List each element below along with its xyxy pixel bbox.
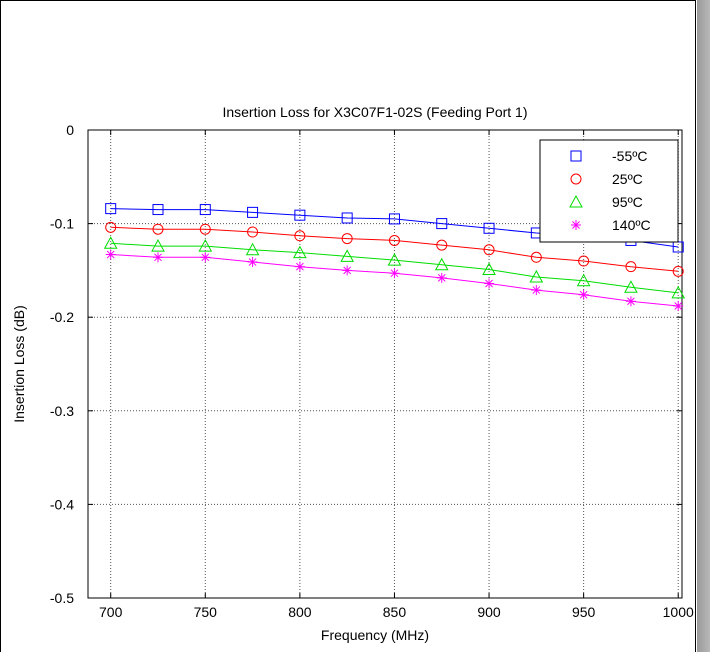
series-line bbox=[110, 226, 679, 272]
series-2 bbox=[103, 236, 686, 299]
legend-label: 25ºC bbox=[612, 171, 643, 187]
legend-label: -55ºC bbox=[612, 148, 647, 164]
square-marker bbox=[105, 203, 117, 215]
x-tick-label: 700 bbox=[99, 604, 123, 620]
circle-marker bbox=[341, 233, 353, 245]
triangle-marker bbox=[569, 194, 583, 208]
star-marker-stroke bbox=[627, 297, 635, 306]
circle-marker bbox=[436, 239, 448, 251]
square-marker bbox=[436, 218, 448, 230]
circle-marker bbox=[578, 255, 590, 267]
circle-marker bbox=[570, 173, 582, 185]
y-tick-label: -0.5 bbox=[50, 590, 74, 606]
circle-marker bbox=[105, 221, 117, 233]
triangle-marker bbox=[293, 245, 307, 259]
star-marker bbox=[673, 300, 684, 311]
triangle-marker bbox=[624, 280, 638, 293]
star-marker-stroke bbox=[343, 266, 352, 275]
star-marker-stroke bbox=[572, 221, 580, 229]
star-marker-stroke bbox=[248, 258, 257, 266]
chart-title: Insertion Loss for X3C07F1-02S (Feeding … bbox=[222, 104, 527, 120]
x-tick-label: 900 bbox=[477, 604, 501, 620]
circle-marker bbox=[483, 244, 495, 256]
triangle-marker bbox=[482, 262, 496, 275]
triangle-marker bbox=[245, 242, 260, 256]
y-tick-label: -0.1 bbox=[50, 216, 74, 232]
circle-marker bbox=[625, 261, 637, 273]
star-marker bbox=[484, 278, 495, 289]
y-tick-label: -0.4 bbox=[50, 496, 74, 512]
legend-label: 140ºC bbox=[612, 217, 651, 233]
circle-marker bbox=[294, 230, 306, 242]
star-marker bbox=[625, 296, 636, 307]
star-marker-stroke bbox=[437, 274, 446, 282]
y-tick-label: 0 bbox=[66, 122, 74, 138]
legend-box bbox=[539, 139, 679, 243]
series-3 bbox=[105, 249, 684, 311]
star-marker-stroke bbox=[296, 262, 304, 271]
x-tick-label: 850 bbox=[383, 604, 407, 620]
circle-marker bbox=[199, 223, 211, 235]
y-axis-label: Insertion Loss (dB) bbox=[11, 305, 27, 423]
star-marker-stroke bbox=[674, 302, 683, 310]
star-marker bbox=[436, 272, 447, 283]
square-marker bbox=[570, 150, 582, 162]
star-marker bbox=[105, 249, 116, 260]
triangle-marker bbox=[340, 249, 355, 262]
circle-marker bbox=[672, 265, 684, 277]
square-marker bbox=[247, 206, 259, 218]
triangle-marker bbox=[198, 239, 213, 252]
star-marker-stroke bbox=[390, 269, 399, 278]
star-marker-stroke bbox=[485, 279, 493, 288]
square-marker bbox=[483, 222, 495, 234]
triangle-marker bbox=[387, 253, 402, 266]
circle-marker bbox=[247, 226, 259, 238]
triangle-marker bbox=[576, 273, 591, 287]
circle-marker bbox=[530, 251, 542, 263]
star-marker bbox=[200, 252, 211, 263]
square-marker bbox=[199, 204, 211, 216]
x-tick-label: 950 bbox=[572, 604, 596, 620]
star-marker bbox=[578, 289, 589, 300]
star-marker-stroke bbox=[532, 286, 541, 294]
series-layer bbox=[103, 203, 686, 311]
star-marker-stroke bbox=[106, 250, 115, 259]
x-tick-label: 1000 bbox=[663, 604, 694, 620]
triangle-marker bbox=[529, 269, 544, 283]
y-tick-label: -0.2 bbox=[50, 309, 74, 325]
y-tick-label: -0.3 bbox=[50, 403, 74, 419]
triangle-marker bbox=[434, 257, 449, 271]
x-axis-label: Frequency (MHz) bbox=[321, 627, 429, 643]
legend-label: 95ºC bbox=[612, 194, 643, 210]
triangle-marker bbox=[671, 285, 686, 299]
star-marker bbox=[152, 252, 163, 263]
star-marker bbox=[247, 256, 258, 267]
square-marker bbox=[388, 213, 400, 225]
star-marker bbox=[571, 220, 581, 230]
star-marker-stroke bbox=[579, 290, 588, 299]
square-marker bbox=[341, 212, 353, 224]
star-marker bbox=[342, 265, 353, 276]
scrollbar-strip bbox=[697, 0, 710, 652]
star-marker bbox=[294, 261, 305, 272]
series-line bbox=[110, 242, 679, 294]
square-marker bbox=[152, 204, 164, 216]
x-tick-label: 800 bbox=[288, 604, 312, 620]
x-tick-label: 750 bbox=[194, 604, 218, 620]
circle-marker bbox=[152, 223, 164, 235]
triangle-marker bbox=[103, 236, 118, 249]
square-marker bbox=[294, 209, 306, 221]
plot-area bbox=[87, 129, 683, 599]
star-marker-stroke bbox=[201, 253, 210, 262]
series-1 bbox=[105, 221, 684, 277]
star-marker bbox=[389, 268, 400, 279]
star-marker-stroke bbox=[154, 253, 162, 262]
legend: -55ºC 25ºC 95ºC 140ºC bbox=[539, 139, 679, 243]
tick-layer: 700 750 800 850 900 950 1000 0 -0.1 -0.2 -0.3 -0.4 -… bbox=[50, 122, 694, 620]
triangle-marker bbox=[151, 239, 165, 252]
star-marker bbox=[531, 285, 542, 296]
circle-marker bbox=[388, 234, 400, 246]
